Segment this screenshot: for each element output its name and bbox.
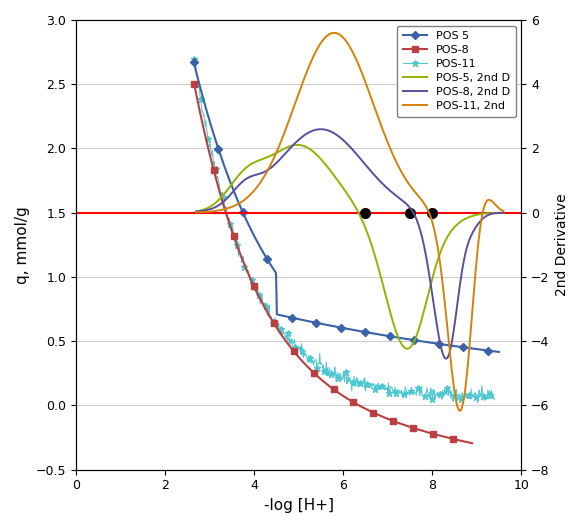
POS-11, 2nd xyxy=(193,209,200,215)
POS 5 xyxy=(495,349,502,355)
POS 5 xyxy=(272,268,279,275)
POS-11, 2nd xyxy=(341,36,348,42)
X-axis label: -log [H+]: -log [H+] xyxy=(263,498,333,513)
POS-8, 2nd D xyxy=(317,126,324,133)
POS-8 xyxy=(233,242,240,248)
POS-11 xyxy=(474,400,481,406)
POS-5, 2nd D xyxy=(341,187,348,193)
Y-axis label: 2nd Derivative: 2nd Derivative xyxy=(555,194,569,296)
POS-8 xyxy=(324,382,331,388)
POS-11 xyxy=(335,375,342,381)
POS-11 xyxy=(353,374,360,381)
POS-8, 2nd D xyxy=(339,136,346,143)
Legend: POS 5, POS-8, POS-11, POS-5, 2nd D, POS-8, 2nd D, POS-11, 2nd: POS 5, POS-8, POS-11, POS-5, 2nd D, POS-… xyxy=(397,25,516,117)
Line: POS-11: POS-11 xyxy=(190,55,498,406)
POS-8 xyxy=(422,428,429,435)
POS-8, 2nd D xyxy=(341,138,348,145)
POS-11 xyxy=(491,397,498,403)
POS-11, 2nd xyxy=(500,208,507,214)
POS-11, 2nd xyxy=(339,34,346,40)
POS-5, 2nd D xyxy=(294,142,301,148)
POS-5, 2nd D xyxy=(376,269,383,276)
POS 5 xyxy=(190,59,197,65)
POS-11, 2nd xyxy=(376,118,383,125)
POS-11 xyxy=(333,371,340,377)
POS-8, 2nd D xyxy=(443,355,450,362)
POS 5 xyxy=(370,331,377,337)
POS-8, 2nd D xyxy=(193,209,200,215)
POS-11, 2nd xyxy=(360,72,367,79)
POS-11, 2nd xyxy=(331,30,338,36)
POS-8 xyxy=(469,440,476,446)
POS 5 xyxy=(331,323,338,329)
POS-11, 2nd xyxy=(493,203,500,210)
POS-11 xyxy=(190,55,197,62)
POS-11, 2nd xyxy=(445,337,452,343)
Line: POS-8, 2nd D: POS-8, 2nd D xyxy=(196,129,503,359)
POS-5, 2nd D xyxy=(193,209,200,215)
POS-11, 2nd xyxy=(456,408,463,414)
POS 5 xyxy=(482,347,489,353)
POS-5, 2nd D xyxy=(446,231,453,237)
POS-8 xyxy=(190,81,197,88)
POS-8 xyxy=(420,428,427,434)
Line: POS 5: POS 5 xyxy=(191,59,502,355)
POS-8 xyxy=(362,406,369,412)
POS-11 xyxy=(437,390,444,396)
POS-5, 2nd D xyxy=(500,210,507,216)
POS 5 xyxy=(491,348,498,355)
POS-8, 2nd D xyxy=(493,210,500,216)
POS-8, 2nd D xyxy=(500,210,507,216)
POS 5 xyxy=(353,327,360,334)
POS-8 xyxy=(349,399,356,405)
Line: POS-11, 2nd: POS-11, 2nd xyxy=(196,33,503,411)
POS-8, 2nd D xyxy=(376,177,383,184)
Line: POS-5, 2nd D: POS-5, 2nd D xyxy=(196,145,503,348)
POS-5, 2nd D xyxy=(493,210,500,216)
POS-8, 2nd D xyxy=(360,158,367,165)
POS-11 xyxy=(484,386,491,393)
POS-8, 2nd D xyxy=(446,351,453,357)
POS-5, 2nd D xyxy=(404,345,411,352)
POS-11 xyxy=(369,382,376,389)
Y-axis label: q, mmol/g: q, mmol/g xyxy=(15,206,30,284)
Line: POS-8: POS-8 xyxy=(191,81,475,446)
POS-5, 2nd D xyxy=(360,219,367,225)
POS-5, 2nd D xyxy=(339,184,346,191)
